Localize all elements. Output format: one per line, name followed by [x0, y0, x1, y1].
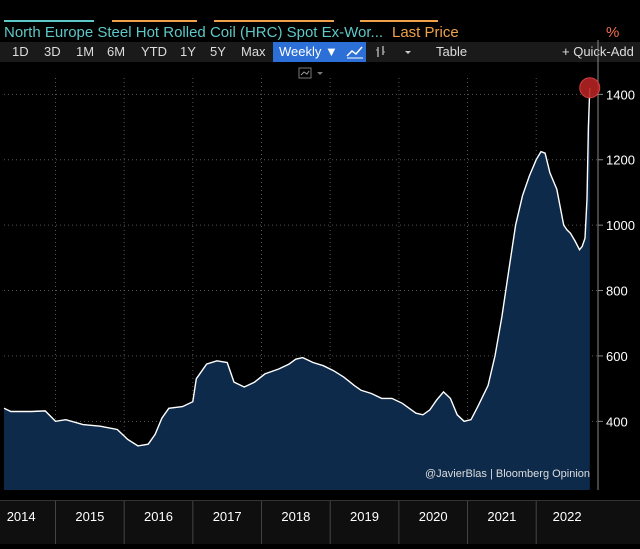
price-area: [4, 87, 590, 491]
range-button-ytd[interactable]: YTD: [141, 44, 167, 59]
y-tick-label-1400: 1400: [606, 87, 635, 102]
range-button-max[interactable]: Max: [241, 44, 266, 59]
y-tick-label-800: 800: [606, 284, 628, 299]
legend-unit: %: [606, 24, 620, 41]
legend-line-last-price: [360, 20, 438, 22]
x-axis-labels: 2014 2015 2016 2017 2018 2019 2020 2021 2022: [7, 501, 582, 544]
last-price-marker[interactable]: [579, 77, 601, 99]
line-chart-icon[interactable]: [344, 42, 366, 62]
x-tick-label-2017: 2017: [213, 509, 242, 524]
x-tick-label-2019: 2019: [350, 509, 379, 524]
range-button-1m[interactable]: 1M: [76, 44, 95, 59]
x-tick-label-2014: 2014: [7, 509, 36, 524]
range-button-1d[interactable]: 1D: [12, 44, 29, 59]
watermark: @JavierBlas | Bloomberg Opinion: [425, 468, 591, 480]
legend-last-price[interactable]: Last Price: [392, 24, 459, 41]
y-tick-label-600: 600: [606, 349, 628, 364]
toolbar: 1D 3D 1M 6M YTD 1Y 5Y Max Weekly ▼ Table…: [0, 42, 640, 62]
legend: North Europe Steel Hot Rolled Coil (HRC)…: [0, 0, 640, 42]
price-line: [3, 87, 591, 447]
x-tick-label-2015: 2015: [75, 509, 104, 524]
chart-style-icon[interactable]: [298, 67, 328, 79]
table-button[interactable]: Table: [436, 44, 468, 59]
x-tick-label-2018: 2018: [281, 509, 310, 524]
legend-line-series: [4, 20, 94, 22]
y-tick-label-1000: 1000: [606, 218, 635, 233]
x-axis: 2014 2015 2016 2017 2018 2019 2020 2021 2022: [0, 500, 640, 544]
chart-style-controls: [298, 66, 328, 79]
y-tick-label-400: 400: [606, 414, 628, 429]
x-tick-label-2022: 2022: [553, 509, 582, 524]
frequency-dropdown[interactable]: Weekly ▼: [273, 42, 344, 62]
legend-line-series-3: [214, 20, 334, 22]
x-tick-label-2021: 2021: [487, 509, 516, 524]
range-button-3d[interactable]: 3D: [44, 44, 61, 59]
range-button-5y[interactable]: 5Y: [210, 44, 226, 59]
legend-title[interactable]: North Europe Steel Hot Rolled Coil (HRC)…: [4, 24, 384, 41]
legend-line-series-2: [112, 20, 197, 22]
x-tick-label-2016: 2016: [144, 509, 173, 524]
x-tick-label-2020: 2020: [419, 509, 448, 524]
range-button-6m[interactable]: 6M: [107, 44, 126, 59]
y-axis-ticks: 400 600 800 1000 1200 1400: [598, 87, 635, 429]
y-tick-label-1200: 1200: [606, 153, 635, 168]
range-button-1y[interactable]: 1Y: [180, 44, 196, 59]
bar-compare-icon[interactable]: [372, 42, 390, 62]
caret-down-icon[interactable]: [402, 42, 414, 62]
